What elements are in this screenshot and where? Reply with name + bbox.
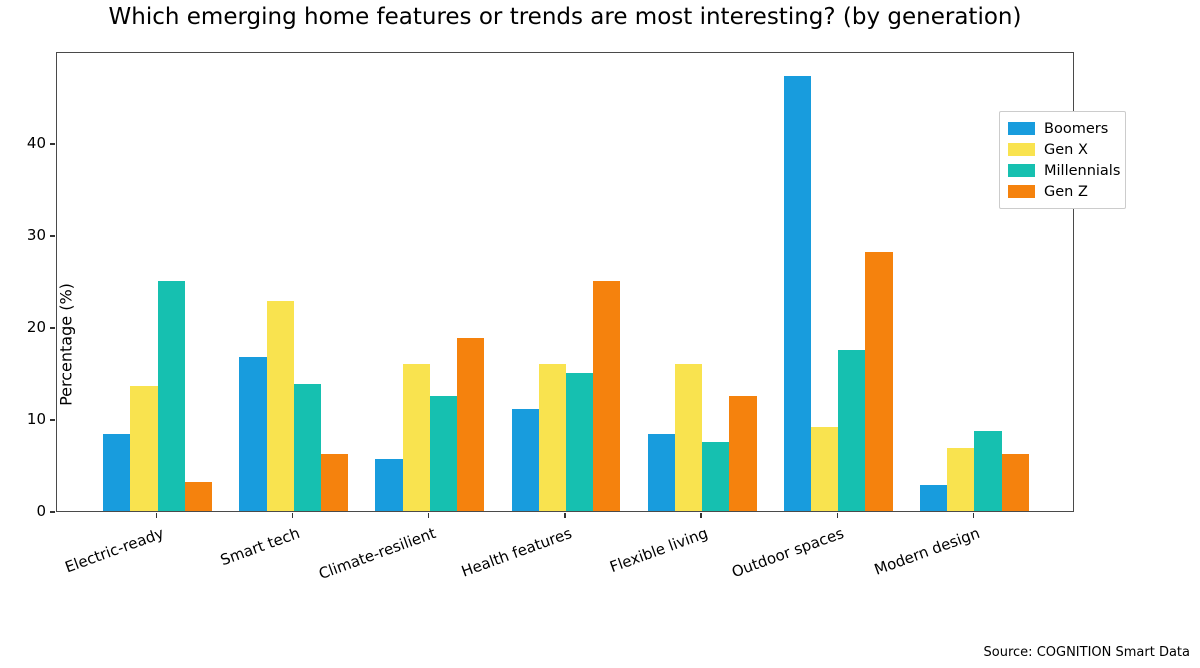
bar-gen-z-smart-tech	[321, 453, 349, 511]
bar-boomers-flexible-living	[647, 433, 675, 511]
x-tick-mark	[156, 513, 158, 518]
legend-swatch-icon	[1008, 122, 1035, 135]
chart-title: Which emerging home features or trends a…	[108, 4, 1022, 30]
bar-millennials-flexible-living	[702, 442, 730, 511]
bar-millennials-smart-tech	[293, 384, 322, 511]
legend-label: Gen Z	[1044, 183, 1088, 200]
x-tick-mark	[428, 513, 430, 518]
legend-swatch-icon	[1008, 143, 1035, 156]
y-tick-mark	[50, 419, 55, 421]
legend-label: Boomers	[1044, 120, 1109, 137]
legend-item-boomers: Boomers	[1008, 118, 1117, 139]
y-tick-label: 30	[26, 226, 46, 244]
bar-millennials-outdoor-spaces	[838, 350, 866, 511]
bar-boomers-smart-tech	[239, 357, 267, 511]
y-tick-mark	[50, 327, 55, 329]
y-tick-label: 0	[36, 502, 46, 520]
bar-gen-x-climate-resilient	[402, 363, 430, 511]
bar-gen-x-health-features	[538, 363, 566, 511]
bar-gen-x-modern-design	[947, 448, 975, 511]
bar-gen-z-climate-resilient	[457, 338, 485, 511]
bar-boomers-health-features	[511, 408, 539, 511]
y-axis-title: Percentage (%)	[56, 283, 76, 406]
y-tick-mark	[50, 235, 55, 237]
x-tick-mark	[292, 513, 294, 518]
bar-boomers-outdoor-spaces	[783, 75, 811, 511]
legend: Boomers Gen X Millennials Gen Z	[999, 111, 1126, 209]
x-tick-mark	[700, 513, 702, 518]
bar-gen-x-flexible-living	[674, 363, 703, 511]
bar-millennials-modern-design	[974, 430, 1002, 511]
bar-gen-z-outdoor-spaces	[865, 252, 893, 511]
bar-millennials-climate-resilient	[429, 396, 458, 511]
bar-gen-z-flexible-living	[729, 396, 757, 511]
plot-area: Percentage (%) Boomers Gen X Millennials Ge…	[56, 52, 1126, 512]
legend-label: Millennials	[1044, 162, 1121, 179]
bar-boomers-electric-ready	[103, 433, 131, 511]
y-tick-mark	[50, 511, 55, 513]
bar-gen-z-electric-ready	[184, 482, 213, 511]
legend-item-gen-x: Gen X	[1008, 139, 1117, 160]
bar-gen-z-health-features	[593, 281, 621, 511]
legend-swatch-icon	[1008, 185, 1035, 198]
x-tick-mark	[972, 513, 974, 518]
legend-item-gen-z: Gen Z	[1008, 181, 1117, 202]
bar-boomers-climate-resilient	[375, 459, 403, 511]
bar-gen-x-outdoor-spaces	[810, 427, 839, 511]
bar-millennials-health-features	[566, 373, 594, 511]
bar-boomers-modern-design	[919, 485, 948, 511]
bar-gen-z-modern-design	[1001, 453, 1029, 511]
source-note: Source: COGNITION Smart Data	[983, 645, 1190, 660]
x-tick-label-electric-ready: Electric-ready	[62, 524, 166, 577]
bar-gen-x-electric-ready	[130, 385, 158, 511]
y-tick-label: 10	[26, 410, 46, 428]
bar-gen-x-smart-tech	[266, 301, 294, 511]
y-tick-label: 40	[26, 134, 46, 152]
bar-millennials-electric-ready	[157, 281, 185, 511]
y-tick-label: 20	[26, 318, 46, 336]
legend-swatch-icon	[1008, 164, 1035, 177]
legend-item-millennials: Millennials	[1008, 160, 1121, 181]
x-tick-mark	[836, 513, 838, 518]
x-tick-mark	[564, 513, 566, 518]
y-tick-mark	[50, 143, 55, 145]
legend-label: Gen X	[1044, 141, 1088, 158]
